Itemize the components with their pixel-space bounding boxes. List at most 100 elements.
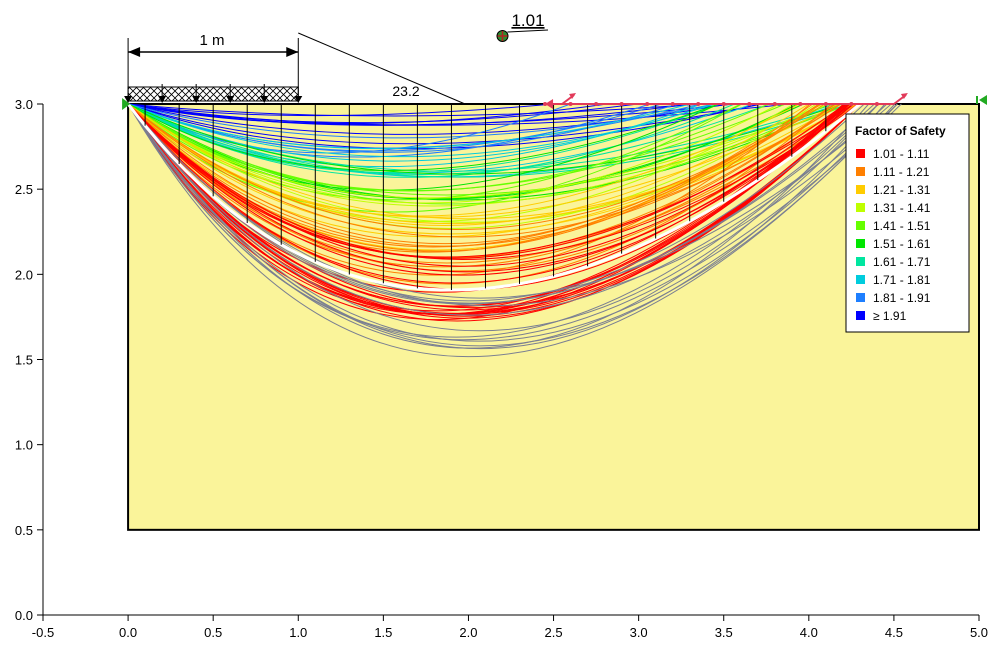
exit-marker [594,102,599,106]
legend-label: 1.61 - 1.71 [873,255,931,269]
load-arrow-head [124,96,133,103]
legend-label: 1.31 - 1.41 [873,201,931,215]
legend-label: 1.71 - 1.81 [873,273,931,287]
exit-marker [645,102,650,106]
exit-marker [619,102,624,106]
exit-marker [747,102,752,106]
slip-surface [127,103,852,223]
slip-surface [127,103,892,299]
slip-surface [127,103,786,191]
y-tick-label: 0.0 [15,608,33,623]
legend: Factor of Safety 1.01 - 1.11 1.11 - 1.21 1… [845,113,970,333]
exit-marker [823,102,828,106]
exit-marker [874,102,879,106]
slip-surface [127,103,824,207]
dimension-label: 1 m [199,32,224,49]
slip-surface [127,103,742,201]
exit-marker [849,102,854,106]
legend-swatch [856,311,865,320]
legend-box [845,113,970,333]
y-tick-label: 3.0 [15,97,33,112]
exit-arrow-head [569,93,577,99]
slip-surface [127,103,857,225]
x-tick-label: 4.0 [800,625,818,640]
load-arrow-head [226,96,235,103]
legend-title: Factor of Safety [855,124,946,138]
exit-marker [798,102,803,106]
exit-marker [568,102,573,106]
slip-surface [127,103,898,358]
slip-surface [127,103,861,317]
slip-surface [127,103,896,342]
slip-surface [127,103,770,175]
legend-swatch [856,167,865,176]
right-boundary-flag [979,95,987,105]
slip-surface [127,103,830,199]
annotation-23-2: 23.2 [392,83,419,99]
y-tick-label: 0.5 [15,523,33,538]
load-block [127,86,299,102]
slip-surface [127,103,888,316]
slip-surface [127,103,753,174]
dimension-arrow-right [286,47,299,57]
x-tick-label: 1.0 [289,625,307,640]
x-tick-label: 2.5 [545,625,563,640]
range-start-marker [545,99,554,109]
slip-surface [128,103,554,117]
y-tick-label: 1.5 [15,353,33,368]
slip-surface [127,103,843,175]
x-tick-label: 4.5 [885,625,903,640]
slip-surfaces [126,102,902,358]
legend-label: 1.11 - 1.21 [873,165,930,179]
x-tick-label: 3.0 [630,625,648,640]
load-arrow-head [294,96,303,103]
legend-swatch [856,185,865,194]
annotation-leader [298,32,466,105]
y-tick-label: 1.0 [15,438,33,453]
slip-surface [127,103,813,244]
exit-marker [696,102,701,106]
dimension-arrow-left [128,47,141,57]
y-tick-label: 2.0 [15,267,33,282]
slip-surface [127,103,848,272]
x-tick-label: 0.5 [204,625,222,640]
load-arrow-head [192,96,201,103]
slip-surface [127,103,879,338]
x-tick-label: 2.0 [459,625,477,640]
slip-surface [127,103,842,238]
legend-swatch [856,293,865,302]
legend-label: 1.21 - 1.31 [873,183,931,197]
surcharge-load [124,29,549,105]
exit-markers [122,93,987,110]
slip-surface [127,103,691,150]
slip-surface [127,103,780,204]
legend-swatch [856,275,865,284]
slip-center-leader [507,29,549,33]
slip-surface [127,103,849,178]
critical-slices [144,104,827,291]
legend-label: 1.01 - 1.11 [873,147,930,161]
annotations: 1 m 23.2 1.01 [199,11,544,99]
slip-surface [127,103,848,267]
exit-marker [670,102,675,106]
legend-label: 1.51 - 1.61 [873,237,931,251]
x-tick-label: 0.0 [119,625,137,640]
slip-surface [127,103,851,276]
legend-label: ≥ 1.91 [873,309,907,323]
legend-swatch [856,149,865,158]
load-arrow-head [158,96,167,103]
slip-surface [127,103,853,235]
legend-swatch [856,221,865,230]
slip-surface [127,103,870,349]
x-tick-label: 5.0 [970,625,988,640]
exit-arrow-head [900,93,908,99]
axes: -0.5 0.0 0.5 1.0 1.5 2.0 2.5 3.0 3.5 4.0 4.5 5.0 0.0… [15,97,988,640]
load-arrow-head [260,96,269,103]
left-boundary-marker [122,98,131,110]
y-tick-label: 2.5 [15,182,33,197]
x-tick-label: 1.5 [374,625,392,640]
legend-label: 1.81 - 1.91 [873,291,931,305]
legend-swatch [856,239,865,248]
exit-marker [772,102,777,106]
